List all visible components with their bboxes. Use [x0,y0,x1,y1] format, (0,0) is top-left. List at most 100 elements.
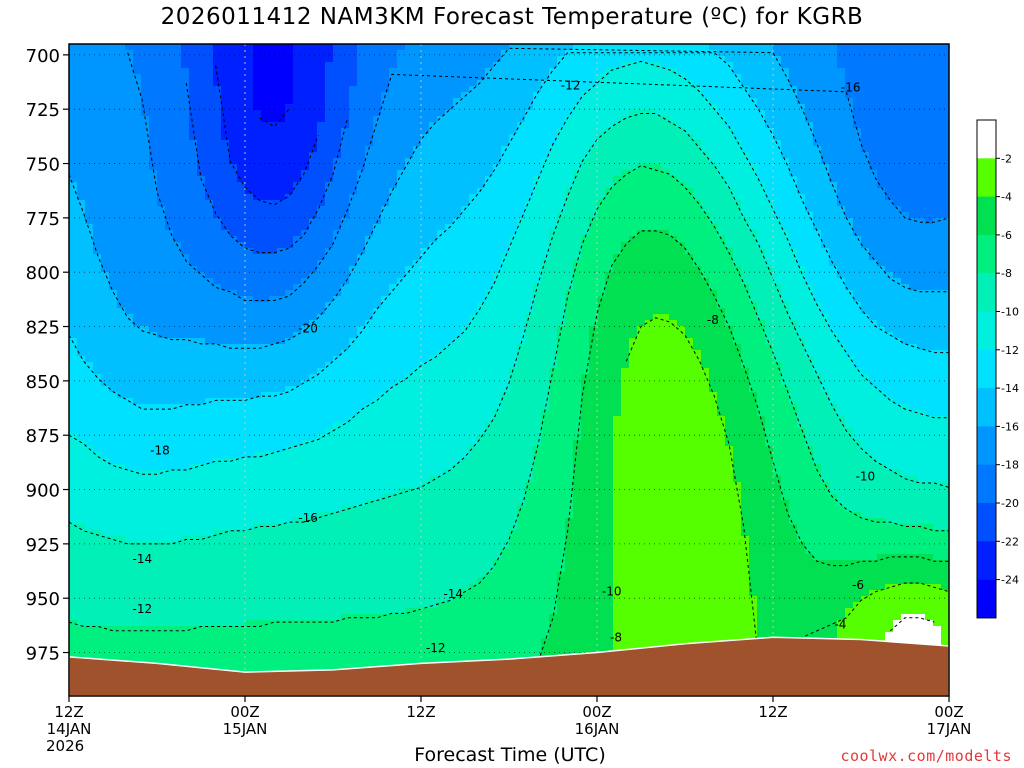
field-cell [165,482,174,489]
field-cell [341,128,350,135]
field-cell [293,164,302,171]
field-cell [405,500,414,507]
field-cell [165,50,174,57]
field-cell [173,638,182,645]
field-cell [277,428,286,435]
field-cell [389,44,398,51]
field-cell [269,110,278,117]
field-cell [301,452,310,459]
field-cell [69,224,78,231]
field-cell [93,146,102,153]
field-cell [237,614,246,621]
field-cell [189,578,198,585]
field-cell [157,116,166,123]
field-cell [173,116,182,123]
field-cell [69,446,78,453]
field-cell [349,158,358,165]
field-cell [69,122,78,129]
field-cell [245,62,254,69]
field-cell [221,374,230,381]
field-cell [197,650,206,657]
field-cell [349,194,358,201]
field-cell [165,296,174,303]
field-cell [349,536,358,543]
field-cell [413,632,422,639]
field-cell [349,278,358,285]
field-cell [253,560,262,567]
field-cell [149,608,158,615]
field-cell [133,380,142,387]
field-cell [245,170,254,177]
field-cell [285,440,294,447]
field-cell [181,506,190,513]
field-cell [405,458,414,465]
field-cell [277,524,286,531]
field-cell [389,230,398,237]
field-cell [109,500,118,507]
field-cell [85,332,94,339]
field-cell [365,452,374,459]
field-cell [205,458,214,465]
field-cell [373,68,382,75]
field-cell [301,176,310,183]
field-cell [229,80,238,87]
field-cell [245,602,254,609]
field-cell [365,344,374,351]
field-cell [261,494,270,501]
field-cell [285,398,294,405]
field-cell [413,398,422,405]
field-cell [333,68,342,75]
field-cell [221,632,230,639]
field-cell [77,572,86,579]
field-cell [229,194,238,201]
field-cell [157,542,166,549]
field-cell [333,392,342,399]
field-cell [285,404,294,411]
field-cell [325,380,334,387]
field-cell [429,230,438,237]
field-cell [165,62,174,69]
field-cell [117,554,126,561]
field-cell [189,650,198,657]
field-cell [253,164,262,171]
field-cell [397,428,406,435]
field-cell [221,650,230,657]
field-cell [149,134,158,141]
field-cell [149,494,158,501]
field-cell [325,284,334,291]
field-cell [189,356,198,363]
field-cell [309,338,318,345]
field-cell [317,380,326,387]
field-cell [429,176,438,183]
field-cell [205,116,214,123]
field-cell [261,548,270,555]
field-cell [181,572,190,579]
field-cell [173,566,182,573]
field-cell [197,44,206,51]
field-cell [333,272,342,279]
field-cell [189,608,198,615]
field-cell [245,494,254,501]
field-cell [69,482,78,489]
field-cell [381,530,390,537]
field-cell [397,194,406,201]
field-cell [237,104,246,111]
field-cell [373,86,382,93]
field-cell [389,434,398,441]
field-cell [293,116,302,123]
field-cell [149,128,158,135]
field-cell [413,212,422,219]
field-cell [173,182,182,189]
field-cell [221,356,230,363]
field-cell [101,626,110,633]
field-cell [165,98,174,105]
field-cell [261,176,270,183]
field-cell [205,314,214,321]
field-cell [141,206,150,213]
field-cell [133,140,142,147]
field-cell [309,518,318,525]
field-cell [109,242,118,249]
field-cell [429,488,438,495]
field-cell [301,560,310,567]
field-cell [125,596,134,603]
